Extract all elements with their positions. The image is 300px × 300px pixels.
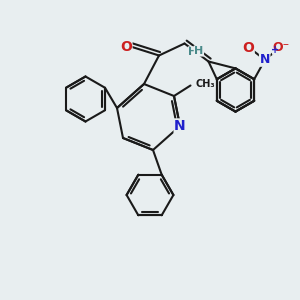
Text: H: H [194, 46, 203, 56]
Text: CH₃: CH₃ [195, 79, 214, 89]
Text: O: O [242, 41, 254, 55]
Text: +: + [271, 45, 279, 55]
Text: O⁻: O⁻ [273, 41, 290, 54]
Text: N: N [260, 53, 270, 66]
Text: N: N [174, 119, 186, 133]
Text: O: O [120, 40, 132, 53]
Text: H: H [188, 47, 197, 57]
